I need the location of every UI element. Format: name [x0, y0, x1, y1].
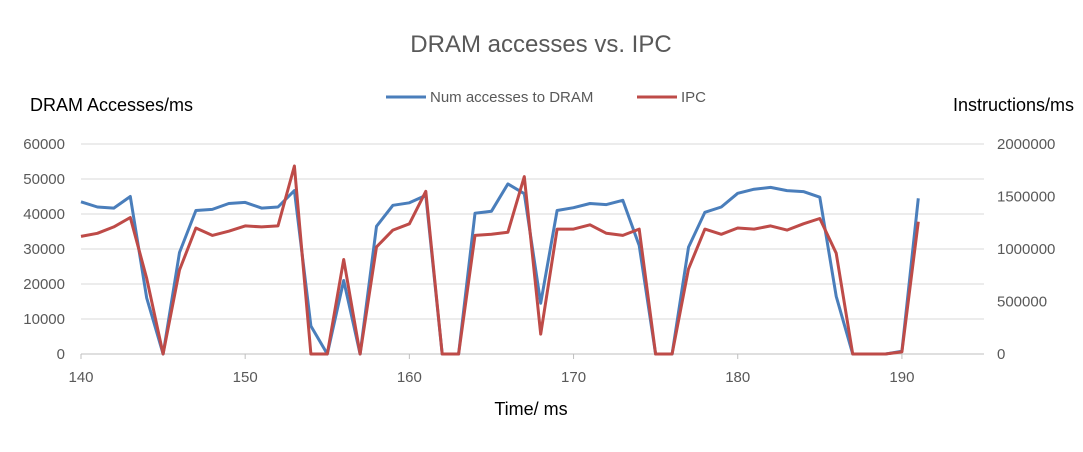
y-left-tick-label: 30000	[23, 241, 65, 258]
y-right-tick-label: 1500000	[997, 189, 1055, 206]
x-axis-title: Time/ ms	[494, 399, 567, 419]
y-left-tick-label: 20000	[23, 276, 65, 293]
chart-title: DRAM accesses vs. IPC	[410, 31, 671, 58]
x-tick-label: 180	[725, 369, 750, 386]
x-tick-label: 190	[889, 369, 914, 386]
legend-label-dram: Num accesses to DRAM	[430, 89, 593, 106]
x-tick-label: 170	[561, 369, 586, 386]
series-lines	[80, 164, 920, 356]
y-right-tick-label: 0	[997, 346, 1005, 363]
y-right-tick-label: 500000	[997, 294, 1047, 311]
y-left-tick-label: 40000	[23, 206, 65, 223]
x-tick-label: 160	[397, 369, 422, 386]
axes	[80, 353, 984, 359]
legend: Num accesses to DRAM IPC	[386, 89, 706, 106]
y-axis-title-right: Instructions/ms	[953, 95, 1074, 115]
gridlines	[81, 143, 984, 320]
series-line-dram-accesses	[80, 182, 920, 356]
x-tick-label: 140	[68, 369, 93, 386]
y-left-tick-label: 50000	[23, 171, 65, 188]
y-left-tick-label: 60000	[23, 136, 65, 153]
legend-label-ipc: IPC	[681, 89, 706, 106]
y-axis-title-left: DRAM Accesses/ms	[30, 95, 193, 115]
tick-labels: 0 10000 20000 30000 40000 50000 60000 0 500000 10…	[23, 136, 1055, 386]
y-right-tick-label: 1000000	[997, 241, 1055, 258]
y-left-tick-label: 0	[57, 346, 65, 363]
series-line-ipc	[80, 164, 920, 356]
y-right-tick-label: 2000000	[997, 136, 1055, 153]
x-tick-label: 150	[233, 369, 258, 386]
y-left-tick-label: 10000	[23, 311, 65, 328]
